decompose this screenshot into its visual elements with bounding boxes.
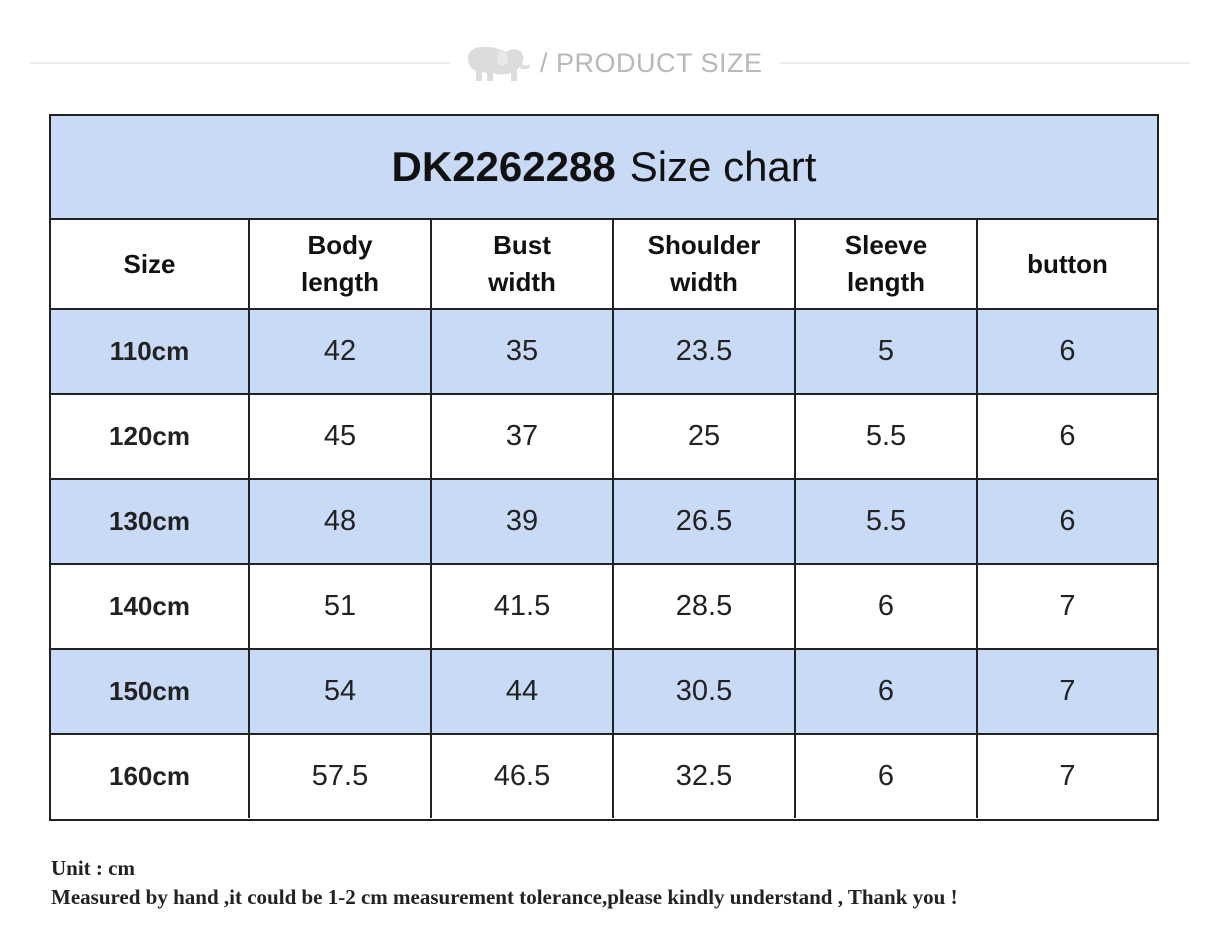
table-cell: 30.5 (612, 648, 796, 735)
table-cell: 25 (612, 393, 796, 480)
header-label: / PRODUCT SIZE (540, 48, 763, 78)
product-size-header: / PRODUCT SIZE (0, 40, 1206, 90)
table-cell: 7 (976, 563, 1157, 650)
table-cell: 7 (976, 648, 1157, 735)
table-cell: 32.5 (612, 733, 796, 818)
table-cell: 42 (248, 308, 432, 395)
table-row: 120cm 45 37 25 5.5 6 (51, 393, 1157, 480)
table-cell: 28.5 (612, 563, 796, 650)
title-suffix: Size chart (629, 143, 817, 190)
table-row: 110cm 42 35 23.5 5 6 (51, 308, 1157, 395)
size-grid: Size Body length Bust width Shoulder width … (51, 220, 1157, 818)
table-cell: 57.5 (248, 733, 432, 818)
table-cell: 46.5 (430, 733, 614, 818)
size-cell: 140cm (51, 563, 250, 650)
header-divider-left (30, 62, 450, 64)
column-header: Size (51, 220, 250, 310)
table-cell: 6 (794, 563, 978, 650)
table-cell: 37 (430, 393, 614, 480)
column-header: button (976, 220, 1157, 310)
column-header: Sleeve length (794, 220, 978, 310)
column-header: Bust width (430, 220, 614, 310)
measurement-notes: Unit : cm Measured by hand ,it could be … (51, 854, 958, 912)
table-cell: 7 (976, 733, 1157, 818)
model-code: DK2262288 (391, 143, 616, 190)
table-cell: 39 (430, 478, 614, 565)
size-cell: 150cm (51, 648, 250, 735)
table-cell: 6 (976, 393, 1157, 480)
table-cell: 41.5 (430, 563, 614, 650)
table-cell: 45 (248, 393, 432, 480)
size-chart-table: DK2262288 Size chart Size Body length Bus… (49, 114, 1159, 821)
unit-note: Unit : cm (51, 856, 135, 880)
size-cell: 130cm (51, 478, 250, 565)
tolerance-note: Measured by hand ,it could be 1-2 cm mea… (51, 885, 958, 909)
table-cell: 51 (248, 563, 432, 650)
size-cell: 160cm (51, 733, 250, 818)
table-cell: 6 (794, 733, 978, 818)
table-cell: 44 (430, 648, 614, 735)
column-header: Body length (248, 220, 432, 310)
table-cell: 6 (976, 478, 1157, 565)
table-cell: 54 (248, 648, 432, 735)
size-chart-title: DK2262288 Size chart (51, 116, 1157, 220)
table-cell: 6 (794, 648, 978, 735)
size-cell: 110cm (51, 308, 250, 395)
table-row: 130cm 48 39 26.5 5.5 6 (51, 478, 1157, 565)
table-cell: 5.5 (794, 478, 978, 565)
table-cell: 48 (248, 478, 432, 565)
table-row: 140cm 51 41.5 28.5 6 7 (51, 563, 1157, 650)
table-cell: 23.5 (612, 308, 796, 395)
table-cell: 6 (976, 308, 1157, 395)
elephant-icon (468, 46, 530, 81)
size-cell: 120cm (51, 393, 250, 480)
column-header-row: Size Body length Bust width Shoulder width … (51, 220, 1157, 310)
table-cell: 5.5 (794, 393, 978, 480)
header-divider-right (780, 62, 1190, 64)
table-cell: 35 (430, 308, 614, 395)
table-cell: 26.5 (612, 478, 796, 565)
table-row: 160cm 57.5 46.5 32.5 6 7 (51, 733, 1157, 818)
table-cell: 5 (794, 308, 978, 395)
column-header: Shoulder width (612, 220, 796, 310)
table-row: 150cm 54 44 30.5 6 7 (51, 648, 1157, 735)
